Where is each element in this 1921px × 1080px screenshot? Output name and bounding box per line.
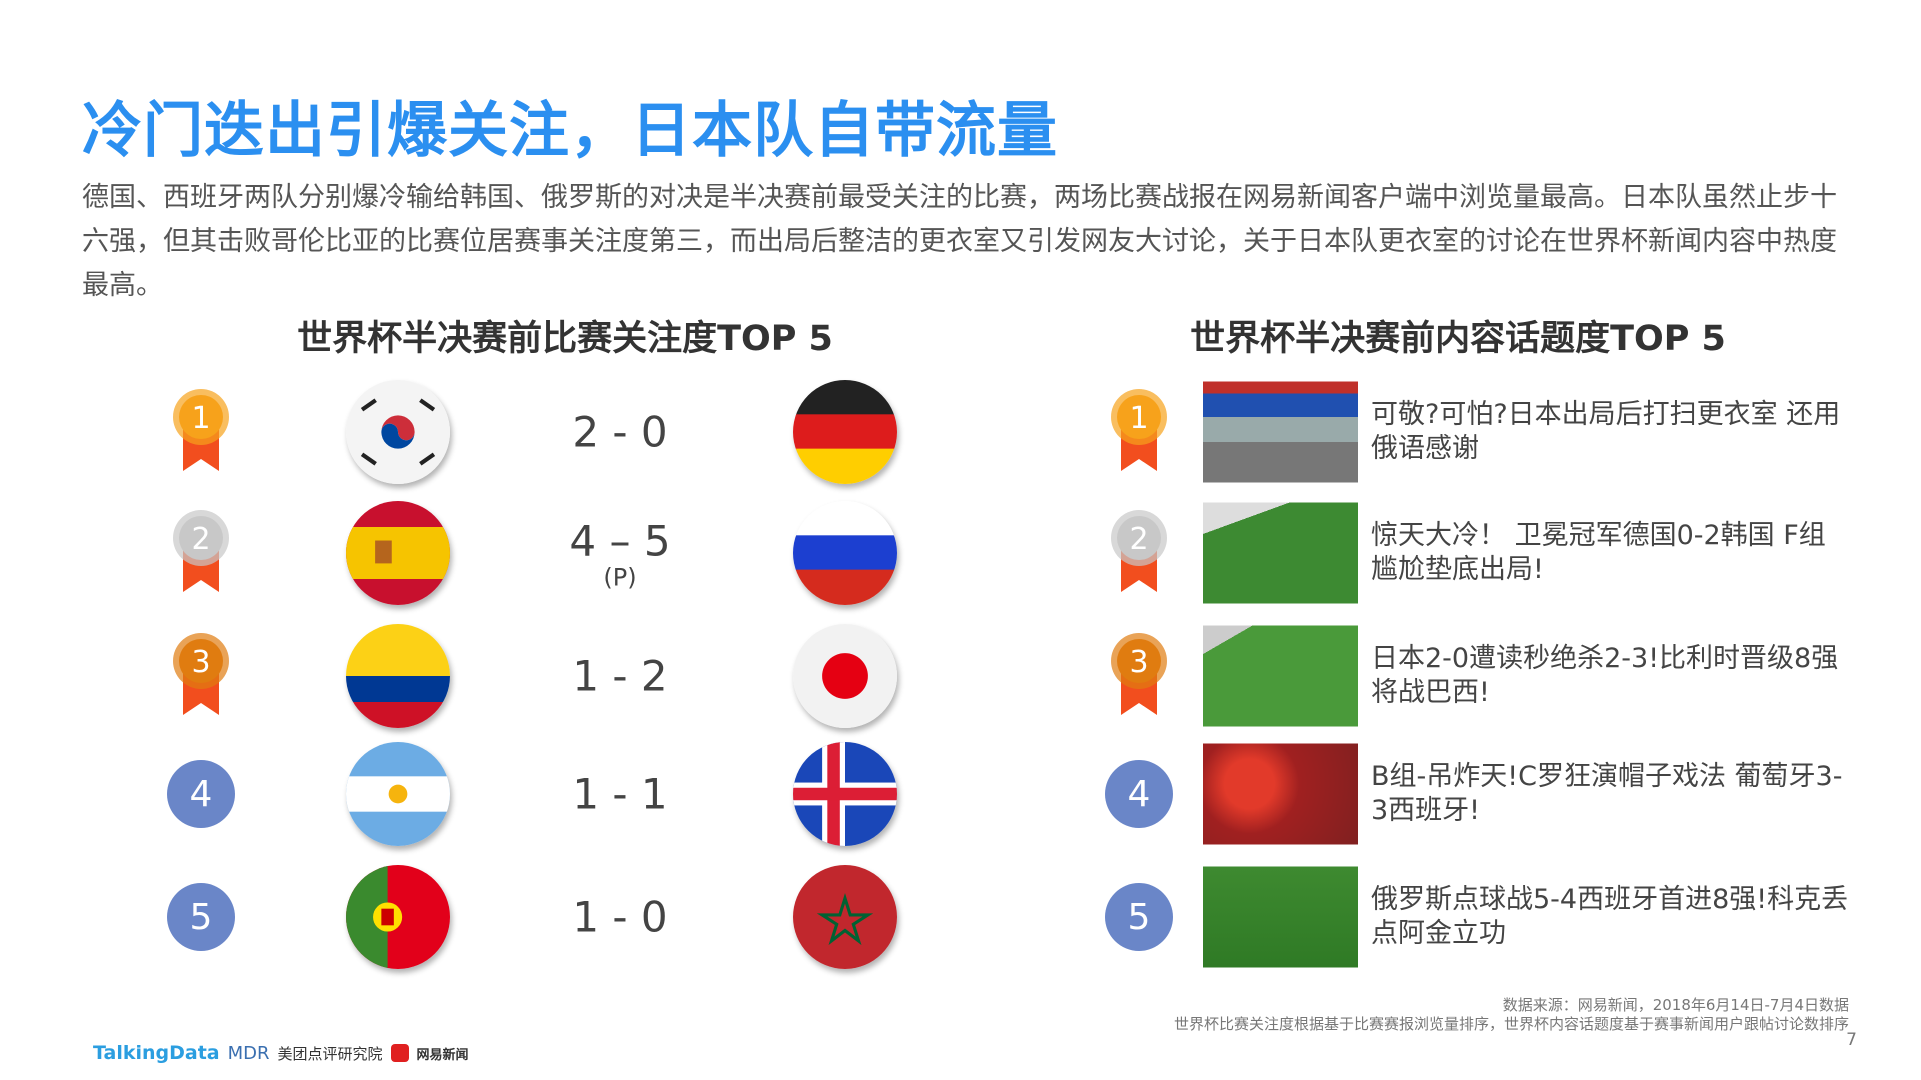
netease-icon [390,1044,409,1062]
flag-portugal-icon [346,865,450,969]
medal-icon: 1 [173,389,229,471]
page-title: 冷门迭出引爆关注，日本队自带流量 [82,96,1058,166]
flag-germany-icon [793,380,897,484]
flag-japan-icon [793,624,897,728]
flag-spain-icon [346,501,450,605]
news-headline[interactable]: 俄罗斯点球战5-4西班牙首进8强!科克丢点阿金立功 [1371,884,1849,949]
mdr-logo: MDR [227,1042,270,1064]
news-thumbnail[interactable] [1203,743,1358,845]
match-score: 1 - 1 [572,770,667,819]
flag-iceland-icon [793,742,897,846]
flag-morocco-icon [793,865,897,969]
talkingdata-logo: TalkingData [93,1042,220,1064]
match-score: 4 – 5 (P) [569,517,670,590]
match-score: 2 - 0 [572,408,667,457]
svg-text:2: 2 [191,522,210,557]
news-thumbnail[interactable] [1203,381,1358,483]
score-text: 1 - 2 [572,651,668,701]
svg-text:3: 3 [191,645,210,680]
left-heading: 世界杯半决赛前比赛关注度TOP 5 [297,319,833,359]
page-number: 7 [1846,1030,1857,1050]
source-note: 数据来源：网易新闻，2018年6月14日-7月4日数据 [1502,996,1849,1014]
logo-bar: TalkingData MDR 美团点评研究院 网易新闻 [93,1042,469,1064]
rank-badge: 5 [167,883,235,951]
rank-badge: 4 [1105,760,1173,828]
news-headline[interactable]: B组-吊炸天!C罗狂演帽子戏法 葡萄牙3-3西班牙! [1371,761,1843,826]
rank-badge: 5 [1105,883,1173,951]
medal-icon: 2 [1111,510,1167,592]
penalty-note: (P) [603,563,637,592]
rank-badge: 4 [167,760,235,828]
svg-text:3: 3 [1129,645,1148,680]
ranking-note: 世界杯比赛关注度根据基于比赛赛报浏览量排序，世界杯内容话题度基于赛事新闻用户跟帖… [1173,1015,1849,1033]
score-text: 1 - 0 [572,892,668,942]
news-thumbnail[interactable] [1203,502,1358,604]
svg-text:2: 2 [1129,522,1148,557]
svg-text:1: 1 [191,401,210,436]
meituan-logo: 美团点评研究院 [277,1044,383,1063]
flag-argentina-icon [346,742,450,846]
netease-logo: 网易新闻 [416,1047,469,1063]
medal-icon: 2 [173,510,229,592]
match-score: 1 - 0 [572,893,667,942]
score-text: 2 - 0 [572,407,668,457]
medal-icon: 3 [173,633,229,715]
news-headline[interactable]: 日本2-0遭读秒绝杀2-3!比利时晋级8强将战巴西! [1371,643,1839,708]
intro-paragraph: 德国、西班牙两队分别爆冷输给韩国、俄罗斯的对决是半决赛前最受关注的比赛，两场比赛… [82,182,1837,301]
medal-icon: 3 [1111,633,1167,715]
match-score: 1 - 2 [572,652,667,701]
flag-colombia-icon [346,624,450,728]
medal-icon: 1 [1111,389,1167,471]
right-heading: 世界杯半决赛前内容话题度TOP 5 [1190,319,1726,359]
svg-text:1: 1 [1129,401,1148,436]
news-thumbnail[interactable] [1203,866,1358,968]
score-text: 1 - 1 [572,769,668,819]
flag-korea-icon [346,380,450,484]
news-thumbnail[interactable] [1203,625,1358,727]
flag-russia-icon [793,501,897,605]
score-text: 4 – 5 [569,516,671,566]
news-headline[interactable]: 可敬?可怕?日本出局后打扫更衣室 还用俄语感谢 [1371,399,1841,464]
news-headline[interactable]: 惊天大冷！ 卫冕冠军德国0-2韩国 F组尴尬垫底出局! [1371,520,1826,585]
